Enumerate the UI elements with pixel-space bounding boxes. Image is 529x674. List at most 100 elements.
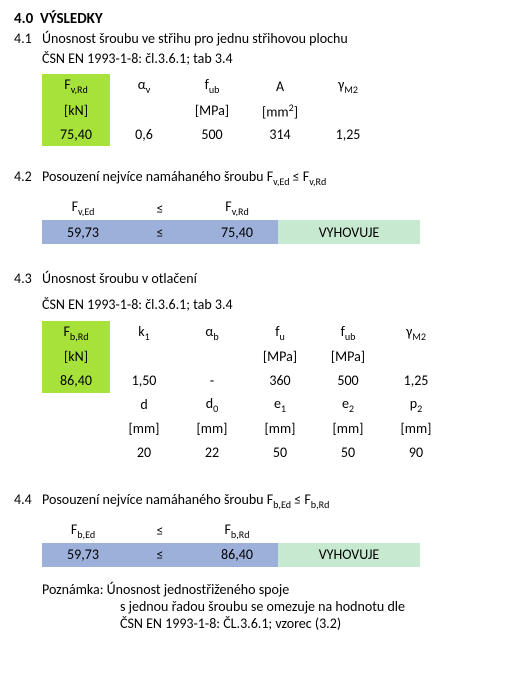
cell: 50 — [246, 441, 314, 465]
cell: Fb,Rd — [42, 321, 110, 345]
table-row: Fb,Rd k1 αb fu fub γM2 — [42, 321, 450, 345]
table-row: [kN] [MPa] [MPa] — [42, 345, 450, 369]
cell: fub — [314, 321, 382, 345]
cell: [kN] — [42, 98, 110, 122]
cell: 360 — [246, 369, 314, 393]
table-44: Fb,Ed ≤ Fb,Rd 59,73 ≤ 86,40 VYHOVUJE — [42, 519, 420, 567]
cell: 75,40 — [42, 122, 110, 146]
cell: Fv,Ed — [42, 196, 124, 220]
sec-title: Únosnost šroubu ve střihu pro jednu stři… — [42, 30, 515, 48]
cell: [MPa] — [314, 345, 382, 369]
cell: 59,73 — [42, 543, 124, 567]
cell: A — [246, 74, 314, 98]
cell: 75,40 — [196, 220, 278, 244]
cell: 50 — [314, 441, 382, 465]
cell: 0,6 — [110, 122, 178, 146]
cell: ≤ — [124, 543, 196, 567]
cell: [mm] — [110, 417, 178, 441]
table-row: Fv,Rd αv fub A γM2 — [42, 74, 382, 98]
section-42: 4.2 Posouzení nejvíce namáhaného šroubu … — [14, 168, 515, 254]
note-line: ČSN EN 1993-1-8: ČL.3.6.1; vzorec (3.2) — [120, 615, 515, 632]
cell: αv — [110, 74, 178, 98]
cell: [kN] — [42, 345, 110, 369]
result-cell: VYHOVUJE — [278, 220, 420, 244]
page: 4.0 VÝSLEDKY 4.1 Únosnost šroubu ve stři… — [0, 0, 529, 652]
cell: Fv,Rd — [42, 74, 110, 98]
cell: ≤ — [124, 196, 196, 220]
cell: [mm] — [382, 417, 450, 441]
cell: αb — [178, 321, 246, 345]
cell: fu — [246, 321, 314, 345]
sec-title: Posouzení nejvíce namáhaného šroubu Fb,E… — [42, 491, 515, 511]
note-line: Poznámka: Únosnost jednostřiženého spoje — [42, 581, 515, 598]
cell — [278, 196, 420, 220]
table-row: [mm] [mm] [mm] [mm] [mm] — [42, 417, 450, 441]
cell: 1,25 — [382, 369, 450, 393]
sec-body: Posouzení nejvíce namáhaného šroubu Fb,E… — [42, 491, 515, 577]
cell: Fb,Ed — [42, 519, 124, 543]
cell: [mm] — [314, 417, 382, 441]
note: Poznámka: Únosnost jednostřiženého spoje… — [42, 581, 515, 632]
cell: d0 — [178, 393, 246, 417]
cell — [382, 345, 450, 369]
table-row: 86,40 1,50 - 360 500 1,25 — [42, 369, 450, 393]
cell: ≤ — [124, 220, 196, 244]
section-43: 4.3 Únosnost šroubu v otlačení ČSN EN 19… — [14, 270, 515, 474]
cell: 500 — [314, 369, 382, 393]
sec-body: Únosnost šroubu ve střihu pro jednu stři… — [42, 30, 515, 156]
sec-ref: ČSN EN 1993-1-8: čl.3.6.1; tab 3.4 — [42, 50, 515, 68]
cell: [mm] — [246, 417, 314, 441]
table-row: [kN] [MPa] [mm2] — [42, 98, 382, 122]
table-41: Fv,Rd αv fub A γM2 [kN] [MPa] [mm2] 75,4… — [42, 74, 382, 146]
cell: p2 — [382, 393, 450, 417]
cell: 20 — [110, 441, 178, 465]
table-row: 59,73 ≤ 75,40 VYHOVUJE — [42, 220, 420, 244]
cell: 59,73 — [42, 220, 124, 244]
cell: 22 — [178, 441, 246, 465]
cell — [42, 417, 110, 441]
heading-num: 4.0 — [14, 10, 33, 28]
cell: 1,25 — [314, 122, 382, 146]
sec-num: 4.4 — [14, 491, 42, 508]
cell: 86,40 — [42, 369, 110, 393]
table-row: d d0 e1 e2 p2 — [42, 393, 450, 417]
cell: k1 — [110, 321, 178, 345]
cell: Fb,Rd — [196, 519, 278, 543]
cell — [178, 345, 246, 369]
cell: e1 — [246, 393, 314, 417]
table-row: 75,40 0,6 500 314 1,25 — [42, 122, 382, 146]
cell: 314 — [246, 122, 314, 146]
result-cell: VYHOVUJE — [278, 543, 420, 567]
sec-title: Únosnost šroubu v otlačení — [42, 270, 515, 288]
sec-num: 4.1 — [14, 30, 42, 47]
table-row: 20 22 50 50 90 — [42, 441, 450, 465]
sec-num: 4.3 — [14, 270, 42, 287]
table-row: 59,73 ≤ 86,40 VYHOVUJE — [42, 543, 420, 567]
cell: [mm] — [178, 417, 246, 441]
cell: e2 — [314, 393, 382, 417]
table-row: Fv,Ed ≤ Fv,Rd — [42, 196, 420, 220]
table-43: Fb,Rd k1 αb fu fub γM2 [kN] [MPa] [MPa] … — [42, 321, 450, 465]
sec-body: Únosnost šroubu v otlačení ČSN EN 1993-1… — [42, 270, 515, 474]
cell: 1,50 — [110, 369, 178, 393]
cell: 86,40 — [196, 543, 278, 567]
cell: Fv,Rd — [196, 196, 278, 220]
sec-title: Posouzení nejvíce namáhaného šroubu Fv,E… — [42, 168, 515, 188]
section-44: 4.4 Posouzení nejvíce namáhaného šroubu … — [14, 491, 515, 577]
cell: γM2 — [382, 321, 450, 345]
cell: 90 — [382, 441, 450, 465]
cell — [278, 519, 420, 543]
cell — [110, 345, 178, 369]
note-line: s jednou řadou šroubu se omezuje na hodn… — [120, 598, 515, 615]
section-41: 4.1 Únosnost šroubu ve střihu pro jednu … — [14, 30, 515, 156]
cell: 500 — [178, 122, 246, 146]
cell: fub — [178, 74, 246, 98]
sec-ref: ČSN EN 1993-1-8: čl.3.6.1; tab 3.4 — [42, 296, 515, 314]
table-42: Fv,Ed ≤ Fv,Rd 59,73 ≤ 75,40 VYHOVUJE — [42, 196, 420, 244]
cell: γM2 — [314, 74, 382, 98]
heading-text: VÝSLEDKY — [40, 10, 103, 28]
cell: d — [110, 393, 178, 417]
sec-num: 4.2 — [14, 168, 42, 185]
cell — [110, 98, 178, 122]
cell: ≤ — [124, 519, 196, 543]
